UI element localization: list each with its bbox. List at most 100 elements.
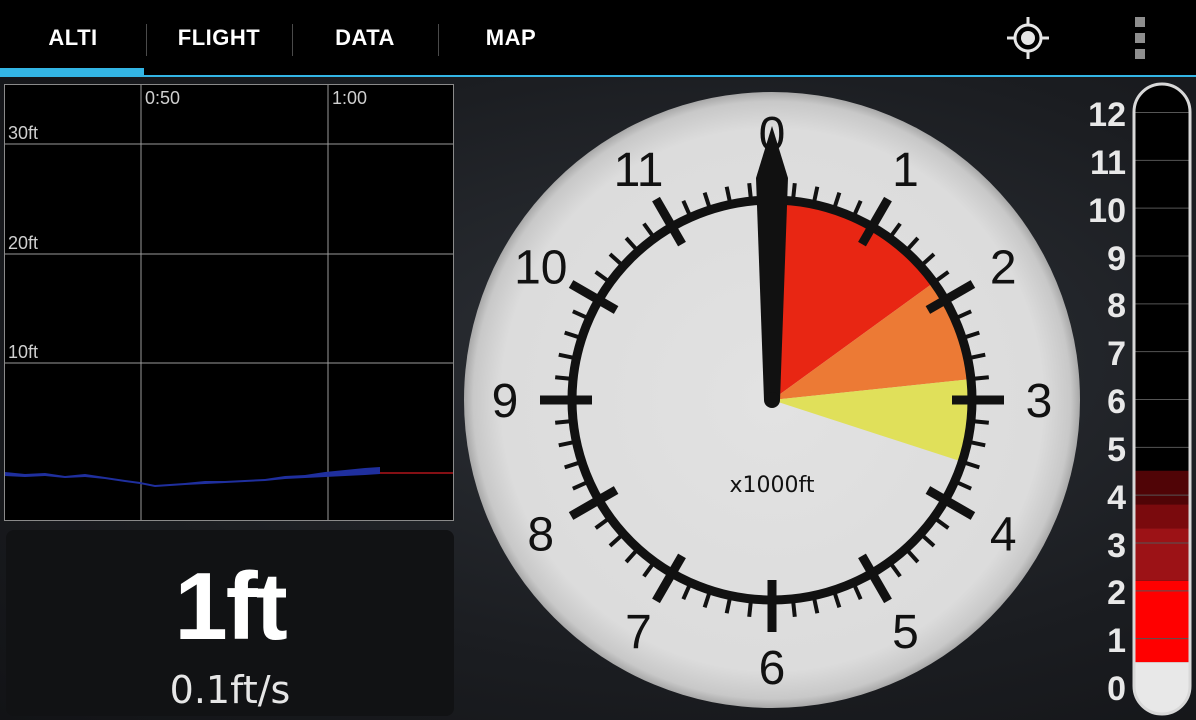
dial-major-tick bbox=[568, 280, 619, 314]
dial-number: 1 bbox=[892, 144, 919, 197]
dial-minor-tick bbox=[957, 309, 972, 319]
dial-minor-tick bbox=[747, 602, 753, 618]
altitude-axis-label: 30ft bbox=[8, 123, 39, 143]
bar-scale-label: 1 bbox=[1107, 622, 1126, 661]
tab-flight[interactable]: FLIGHT bbox=[177, 25, 261, 50]
dial-minor-tick bbox=[791, 602, 797, 618]
dial-minor-tick bbox=[974, 419, 990, 425]
dial-minor-tick bbox=[922, 535, 936, 548]
time-label: 0:50 bbox=[145, 88, 181, 108]
time-label: 1:00 bbox=[332, 88, 368, 108]
dial-number: 7 bbox=[625, 606, 652, 659]
overflow-menu-button[interactable] bbox=[1110, 0, 1170, 76]
dial-number: 4 bbox=[990, 509, 1017, 562]
dial-numbers: 01234567891011 bbox=[492, 108, 1053, 695]
dial-minor-tick bbox=[791, 182, 797, 198]
altitude-readout-panel: 1ft 0.1ft/s bbox=[6, 530, 454, 716]
dial-major-tick bbox=[568, 486, 619, 520]
bar-scale-label: 10 bbox=[1088, 191, 1126, 230]
bar-scale-label: 8 bbox=[1107, 287, 1126, 326]
altitude-axis-label: 20ft bbox=[8, 233, 39, 253]
altitude-zone-sector bbox=[772, 200, 934, 400]
bar-level-segment bbox=[1134, 504, 1190, 529]
overflow-menu-icon bbox=[1135, 17, 1145, 59]
altitude-trace bbox=[5, 467, 380, 487]
dial-minor-tick bbox=[833, 593, 842, 608]
dial-minor-tick bbox=[642, 563, 654, 578]
active-tab-indicator bbox=[0, 68, 144, 76]
dial-minor-tick bbox=[971, 440, 986, 448]
dial-number: 6 bbox=[759, 642, 786, 695]
bar-outline bbox=[1132, 82, 1192, 716]
bar-scale-label: 12 bbox=[1088, 96, 1126, 134]
bar-level-segment bbox=[1134, 580, 1190, 663]
dial-number: 11 bbox=[614, 144, 664, 197]
dial-minor-tick bbox=[702, 593, 711, 608]
gps-target-button[interactable] bbox=[998, 0, 1058, 76]
dial-minor-tick bbox=[853, 585, 863, 600]
dial-major-tick bbox=[925, 280, 976, 314]
altitude-axis-label: 10ft bbox=[8, 342, 39, 362]
dial-number: 10 bbox=[514, 242, 567, 295]
tab-divider bbox=[438, 24, 439, 56]
dial-minor-tick bbox=[833, 192, 842, 207]
tab-alti[interactable]: ALTI bbox=[48, 25, 98, 50]
dial-minor-tick bbox=[965, 330, 980, 339]
altitude-zones bbox=[772, 200, 972, 462]
dial-minor-tick bbox=[624, 236, 637, 250]
bar-scale-label: 11 bbox=[1090, 143, 1126, 182]
dial-minor-tick bbox=[681, 200, 691, 215]
tab-divider bbox=[292, 24, 293, 56]
dial-minor-tick bbox=[558, 440, 573, 448]
bar-level-segment bbox=[1134, 528, 1190, 581]
bar-level-segment bbox=[1134, 662, 1190, 714]
bar-scale-label: 9 bbox=[1107, 239, 1126, 278]
dial-minor-tick bbox=[572, 309, 587, 319]
dial-minor-tick bbox=[812, 599, 820, 614]
dial-minor-tick bbox=[907, 550, 920, 564]
dial-unit-label: x1000ft bbox=[730, 473, 815, 498]
bar-level-segment bbox=[1134, 470, 1190, 505]
dial-number: 8 bbox=[527, 509, 554, 562]
tab-divider bbox=[146, 24, 147, 56]
dial-minor-tick bbox=[564, 330, 579, 339]
bar-fill-levels bbox=[1134, 470, 1190, 714]
tab-data[interactable]: DATA bbox=[335, 25, 395, 50]
dial-minor-tick bbox=[853, 200, 863, 215]
dial-minor-tick bbox=[554, 419, 570, 425]
dial-minor-tick bbox=[907, 236, 920, 250]
dial-number: 5 bbox=[892, 606, 919, 659]
altitude-needle bbox=[756, 126, 788, 408]
dial-major-tick bbox=[652, 196, 686, 247]
dial-minor-tick bbox=[564, 461, 579, 470]
dial-minor-tick bbox=[890, 563, 902, 578]
bar-scale-labels: 12 11 10 9 8 7 6 5 4 3 2 1 0 bbox=[1070, 92, 1126, 712]
dial-minor-tick bbox=[594, 270, 609, 282]
dial-minor-tick bbox=[724, 186, 732, 201]
bar-scale-label: 7 bbox=[1107, 335, 1126, 374]
dial-minor-tick bbox=[890, 222, 902, 237]
dial-minor-tick bbox=[624, 550, 637, 564]
dial-minor-tick bbox=[554, 375, 570, 381]
bar-scale-label: 6 bbox=[1107, 383, 1126, 421]
bar-scale-label: 5 bbox=[1107, 430, 1126, 469]
dial-number: 2 bbox=[990, 242, 1017, 295]
dial-major-tick bbox=[925, 486, 976, 520]
tab-map[interactable]: MAP bbox=[485, 25, 537, 50]
dial-minor-tick bbox=[572, 481, 587, 491]
dial-number: 3 bbox=[1026, 375, 1053, 428]
dial-minor-tick bbox=[642, 222, 654, 237]
dial-minor-tick bbox=[608, 535, 622, 548]
dial-minor-tick bbox=[812, 186, 820, 201]
bar-scale-label: 2 bbox=[1107, 574, 1126, 613]
dial-minor-tick bbox=[558, 352, 573, 360]
gps-target-icon bbox=[1007, 17, 1049, 59]
bar-scale-label: 0 bbox=[1107, 670, 1126, 708]
dial-major-tick bbox=[652, 553, 686, 604]
altitude-zone-sector bbox=[772, 282, 971, 400]
dial-minor-tick bbox=[957, 481, 972, 491]
dial-minor-tick bbox=[681, 585, 691, 600]
tab-underline bbox=[0, 75, 1196, 77]
tab-bar: ALTI FLIGHT DATA MAP bbox=[0, 0, 1196, 77]
dial-minor-tick bbox=[935, 270, 950, 282]
